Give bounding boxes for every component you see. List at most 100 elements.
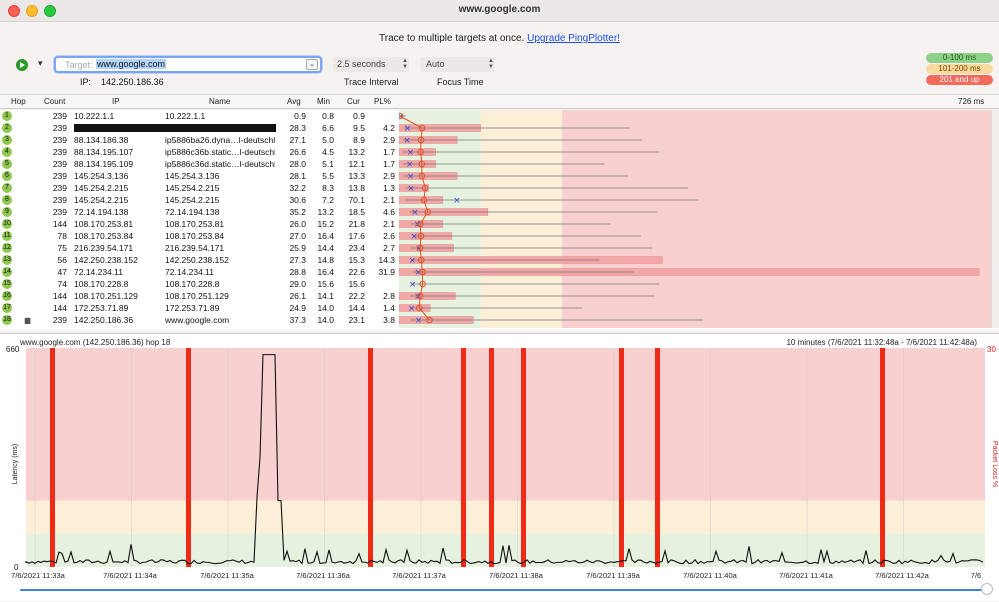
- table-row[interactable]: 4 239 88.134.195.107 ip5886c36b.static…l-de…: [0, 146, 399, 158]
- col-cur[interactable]: Cur: [347, 97, 360, 106]
- col-pl[interactable]: PL%: [374, 97, 391, 106]
- x-tick-label: 7/6/2021 11:34a: [103, 571, 157, 580]
- time-scrubber-handle[interactable]: [981, 583, 993, 595]
- cell-avg: 27.3: [289, 255, 306, 265]
- timeline-range[interactable]: 10 minutes (7/6/2021 11:32:48a - 7/6/202…: [786, 338, 977, 347]
- cur-marker: ×: [407, 172, 415, 182]
- ip-value: 142.250.186.36: [101, 77, 164, 87]
- cell-ip: 216.239.54.171: [74, 243, 134, 253]
- cell-count: 239: [52, 111, 67, 121]
- table-row[interactable]: 12 75 216.239.54.171 216.239.54.171 25.9 14.4…: [0, 242, 399, 254]
- cell-cur: 17.6: [348, 231, 365, 241]
- latency-series: [25, 354, 984, 565]
- minimize-window-button[interactable]: [26, 5, 38, 17]
- table-row[interactable]: 15 74 108.170.228.8 108.170.228.8 29.0 15.6 15…: [0, 278, 399, 290]
- table-row[interactable]: 9 239 72.14.194.138 72.14.194.138 35.2 13.2 18…: [0, 206, 399, 218]
- table-row[interactable]: 6 239 145.254.3.136 145.254.3.136 28.1 5.5 13.…: [0, 170, 399, 182]
- trace-interval-stepper[interactable]: 2.5 seconds ▲ ▼: [333, 57, 409, 72]
- graph-icon[interactable]: ▮▮▮: [24, 316, 31, 325]
- cell-cur: 13.2: [348, 147, 365, 157]
- table-row[interactable]: 3 239 88.134.186.38 ip5886ba26.dyna…l-deuts…: [0, 134, 399, 146]
- cell-avg: 28.3: [289, 123, 306, 133]
- cur-marker: ×: [403, 136, 411, 146]
- cell-min: 15.2: [317, 219, 334, 229]
- cell-ip: 145.254.3.136: [74, 171, 129, 181]
- cell-min: 13.2: [317, 207, 334, 217]
- col-count[interactable]: Count: [44, 97, 66, 106]
- cur-marker: ×: [408, 256, 416, 266]
- chevron-down-icon[interactable]: ▾: [38, 58, 43, 68]
- cell-ip: 88.134.186.38: [74, 135, 129, 145]
- col-min[interactable]: Min: [317, 97, 330, 106]
- y2-max-label: 30: [987, 345, 996, 354]
- cell-name: 145.254.3.136: [165, 171, 220, 181]
- cell-count: 78: [57, 231, 67, 241]
- cell-name: ip5886c36d.static…l-deutschland.de: [165, 159, 275, 169]
- grid-scrollbar[interactable]: [991, 110, 999, 328]
- table-row[interactable]: 16 144 108.170.251.129 108.170.251.129 26.1 1…: [0, 290, 399, 302]
- packet-loss-bar: [50, 348, 55, 567]
- y-min-label: 0: [14, 563, 19, 572]
- col-hop[interactable]: Hop: [11, 97, 26, 106]
- zoom-window-button[interactable]: [44, 5, 56, 17]
- zone-red: [26, 348, 985, 501]
- cur-marker: ×: [415, 244, 423, 254]
- table-row[interactable]: 14 47 72.14.234.11 72.14.234.11 28.8 16.4 22.6…: [0, 266, 399, 278]
- table-row[interactable]: 18 239 142.250.186.36 www.google.com 37.3 14.…: [0, 314, 399, 326]
- table-row[interactable]: 7 239 145.254.2.215 145.254.2.215 32.2 8.3 13.…: [0, 182, 399, 194]
- focus-time-label: Focus Time: [437, 77, 484, 87]
- cell-pl: 2.1: [383, 219, 395, 229]
- cell-cur: 13.8: [348, 183, 365, 193]
- table-row[interactable]: 11 78 108.170.253.84 108.170.253.84 27.0 16.4…: [0, 230, 399, 242]
- stepper-icon[interactable]: ▲ ▼: [402, 58, 408, 70]
- y-axis-title: Latency (ms): [12, 444, 19, 484]
- cell-name: ip5886ba26.dyna…l-deutschland.de: [165, 135, 275, 145]
- cell-count: 239: [52, 207, 67, 217]
- table-row[interactable]: 5 239 88.134.195.109 ip5886c36d.static…l-de…: [0, 158, 399, 170]
- cell-min: 0.8: [322, 111, 334, 121]
- cell-avg: 27.1: [289, 135, 306, 145]
- table-row[interactable]: 17 144 172.253.71.89 172.253.71.89 24.9 14.0 1…: [0, 302, 399, 314]
- cell-cur: 22.2: [348, 291, 365, 301]
- cell-count: 239: [52, 183, 67, 193]
- x-tick-label: 7/6/2021 11:35a: [200, 571, 254, 580]
- focus-time-stepper[interactable]: Auto ▲ ▼: [420, 57, 495, 72]
- trace-graph: ××××××××××××××××××: [399, 110, 991, 328]
- cell-ip: 142.250.186.36: [74, 315, 134, 325]
- cell-count: 74: [57, 279, 67, 289]
- time-scrubber-track[interactable]: [20, 589, 988, 591]
- upgrade-link[interactable]: Upgrade PingPlotter!: [527, 33, 620, 44]
- table-row[interactable]: 10 144 108.170.253.81 108.170.253.81 26.0 15.…: [0, 218, 399, 230]
- cell-pl: 2.8: [383, 291, 395, 301]
- table-row[interactable]: 13 56 142.250.238.152 142.250.238.152 27.3 14…: [0, 254, 399, 266]
- col-ip[interactable]: IP: [112, 97, 120, 106]
- cell-avg: 26.6: [289, 147, 306, 157]
- col-avg[interactable]: Avg: [287, 97, 301, 106]
- window-title: www.google.com: [458, 4, 541, 15]
- table-row[interactable]: 2 239 28.3 6.6 9.5 4.2: [0, 122, 399, 134]
- target-dropdown-button[interactable]: ⌄: [306, 59, 318, 70]
- cur-marker: ×: [411, 208, 419, 218]
- target-input[interactable]: Target: www.google.com ⌄: [54, 56, 322, 73]
- cur-marker: ×: [409, 280, 417, 290]
- cell-name: 108.170.253.84: [165, 231, 225, 241]
- zone-green: [399, 110, 481, 328]
- cell-name: 145.254.2.215: [165, 195, 220, 205]
- close-window-button[interactable]: [8, 5, 20, 17]
- table-row[interactable]: 8 239 145.254.2.215 145.254.2.215 30.6 7.2 70.…: [0, 194, 399, 206]
- cell-min: 16.4: [317, 267, 334, 277]
- col-name[interactable]: Name: [209, 97, 231, 106]
- zone-yellow: [480, 110, 563, 328]
- table-row[interactable]: 1 239 10.222.1.1 10.222.1.1 0.9 0.8 0.9: [0, 110, 399, 122]
- cell-cur: 13.3: [348, 171, 365, 181]
- cell-pl: 1.3: [383, 183, 395, 193]
- cell-name: 10.222.1.1: [165, 111, 206, 121]
- redacted-block: [74, 124, 276, 132]
- stepper-icon[interactable]: ▲ ▼: [488, 58, 494, 70]
- cell-min: 14.0: [317, 315, 334, 325]
- cell-min: 6.6: [322, 123, 334, 133]
- target-value[interactable]: www.google.com: [96, 59, 167, 69]
- play-button[interactable]: [16, 59, 28, 71]
- cell-pl: 4.2: [383, 123, 395, 133]
